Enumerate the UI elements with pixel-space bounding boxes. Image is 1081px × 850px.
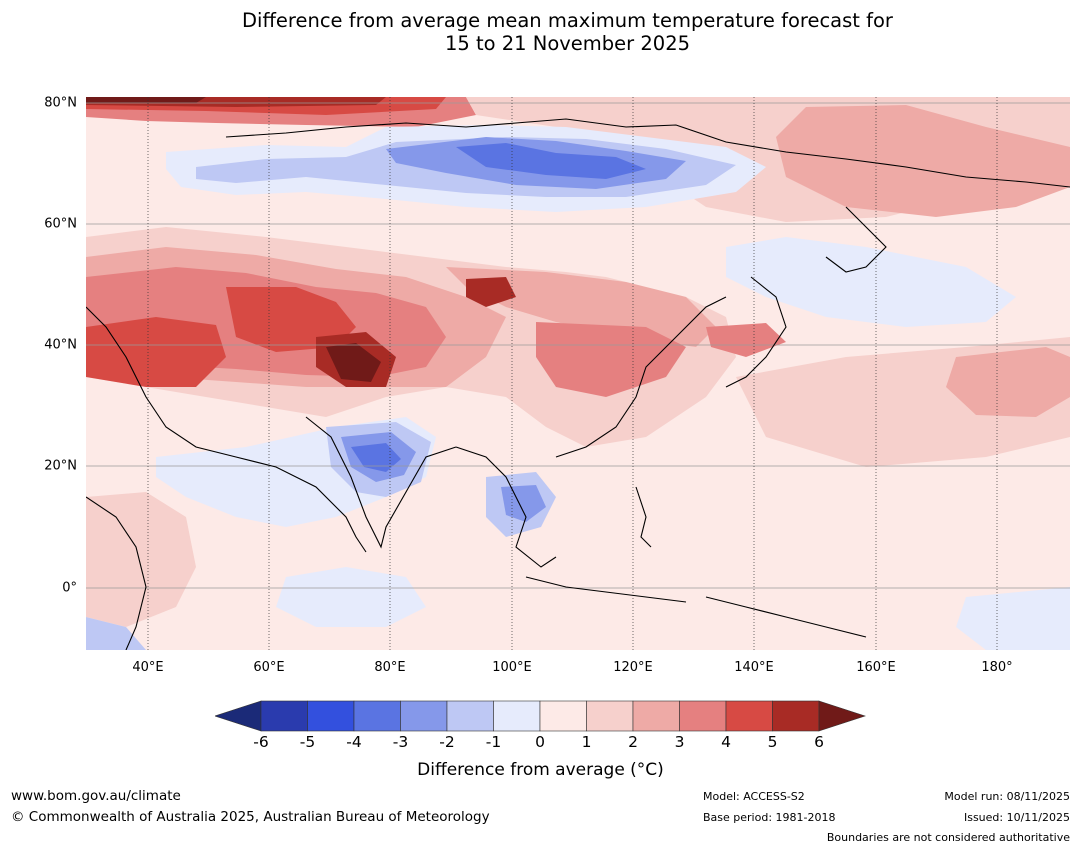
- arabia-coast: [86, 306, 367, 553]
- graticule-longitudes: [147, 97, 998, 650]
- colorbar-arrow-low: [215, 700, 262, 732]
- equatorial-pacific-cool: [956, 587, 1070, 650]
- model-text: Model: ACCESS-S2: [703, 790, 805, 803]
- lon-label-140e: 140°E: [734, 660, 774, 675]
- colorbar-tick-label: -2: [439, 733, 455, 751]
- pacific-cool-region: [726, 237, 1016, 327]
- africa-warm: [86, 492, 196, 627]
- base-period-text: Base period: 1981-2018: [703, 811, 836, 824]
- colorbar-segment: [586, 700, 634, 732]
- copyright-text: © Commonwealth of Australia 2025, Austra…: [11, 809, 490, 825]
- colorbar-tick-label: 0: [535, 733, 545, 751]
- siberia-coldest-core: [456, 143, 646, 179]
- colorbar-tick-label: -6: [253, 733, 269, 751]
- colorbar-segment: [679, 700, 727, 732]
- lat-label-40n: 40°N: [44, 337, 77, 353]
- indochina-colder: [501, 485, 546, 522]
- colorbar-segment: [493, 700, 541, 732]
- new-guinea-coast: [705, 596, 867, 638]
- indonesia-coast: [525, 576, 687, 603]
- lat-label-20n: 20°N: [44, 458, 77, 474]
- colorbar-segment: [400, 700, 448, 732]
- colorbar-tick-label: 5: [767, 733, 778, 751]
- southwest-cool-patch: [86, 617, 146, 650]
- lon-label-120e: 120°E: [613, 660, 653, 675]
- lat-label-0: 0°: [62, 580, 77, 596]
- iran-warm-core: [86, 317, 226, 387]
- lon-label-100e: 100°E: [492, 660, 532, 675]
- lat-label-60n: 60°N: [44, 216, 77, 232]
- korea-warm: [706, 323, 786, 357]
- kazakh-warm-core: [226, 287, 356, 352]
- indochina-coast: [455, 446, 557, 568]
- colorbar-segment: [772, 700, 820, 732]
- colorbar-tick-label: -1: [485, 733, 502, 751]
- south-china-warm: [536, 322, 686, 397]
- colorbar-tick-label: 2: [628, 733, 638, 751]
- colorbar-tick-label: 3: [674, 733, 685, 751]
- arctic-warm-extreme: [86, 97, 206, 103]
- title-line-1: Difference from average mean maximum tem…: [242, 9, 893, 32]
- map-title: Difference from average mean maximum tem…: [0, 9, 1081, 55]
- colorbar-segment: [446, 700, 494, 732]
- pacific-warm-patch: [946, 347, 1070, 417]
- india-coldest: [351, 443, 401, 472]
- colorbar-tick-label: -4: [346, 733, 362, 751]
- lon-label-80e: 80°E: [374, 660, 406, 675]
- arctic-coastline: [225, 118, 1070, 188]
- map-canvas: [86, 97, 1070, 650]
- colorbar-tick-label: 6: [814, 733, 824, 751]
- china-coast: [555, 296, 727, 458]
- india-coast: [305, 416, 457, 549]
- colorbar-tick-label: 4: [721, 733, 731, 751]
- far-east-russia-warm: [776, 105, 1070, 217]
- colorbar-label: Difference from average (°C): [417, 760, 664, 780]
- mongolia-warm-core: [466, 277, 516, 307]
- coastlines: [86, 118, 1070, 650]
- colorbar-tick-label: 1: [581, 733, 592, 751]
- graticule-latitudes: [86, 102, 1070, 589]
- colorbar-segment: [353, 700, 401, 732]
- lon-label-180: 180°: [981, 660, 1013, 675]
- colorbar: [215, 700, 866, 732]
- colorbar-tick-label: -5: [299, 733, 316, 751]
- equatorial-ocean-cool: [276, 567, 426, 627]
- mongolia-warm: [446, 267, 716, 347]
- lon-label-160e: 160°E: [856, 660, 896, 675]
- colorbar-segment: [632, 700, 680, 732]
- lat-label-80n: 80°N: [44, 95, 77, 111]
- africa-coast: [86, 496, 147, 650]
- tibet-extreme-core: [326, 343, 381, 382]
- forecast-map: [86, 97, 1070, 650]
- colorbar-tick-label: -3: [392, 733, 409, 751]
- disclaimer-text: Boundaries are not considered authoritat…: [826, 831, 1070, 844]
- colorbar-segment: [307, 700, 355, 732]
- colorbar-segment: [725, 700, 773, 732]
- japan-coast: [725, 276, 787, 388]
- colorbar-segment: [260, 700, 308, 732]
- philippines-coast: [635, 486, 652, 548]
- colorbar-arrow-high: [818, 700, 866, 732]
- lon-label-40e: 40°E: [132, 660, 164, 675]
- colorbar-segment: [539, 700, 587, 732]
- title-line-2: 15 to 21 November 2025: [444, 32, 691, 55]
- colorbar-segments: [215, 700, 866, 732]
- kamchatka-coast: [825, 206, 887, 273]
- model-run-text: Model run: 08/11/2025: [944, 790, 1070, 803]
- website-link[interactable]: www.bom.gov.au/climate: [11, 788, 181, 804]
- lon-label-60e: 60°E: [253, 660, 285, 675]
- issued-text: Issued: 10/11/2025: [963, 811, 1070, 824]
